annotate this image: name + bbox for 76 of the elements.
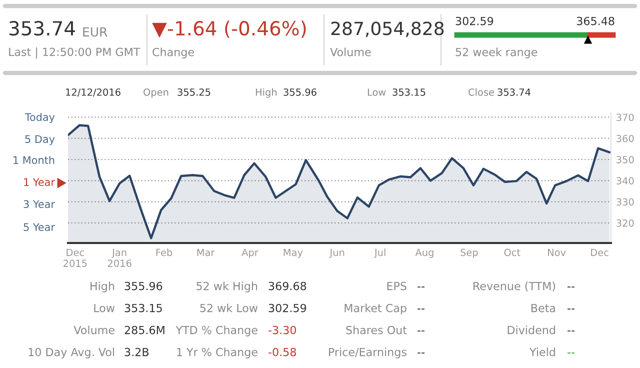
x-tick-label: Jan 2016	[108, 248, 132, 267]
text: Close	[468, 88, 494, 96]
x-tick-label: Oct	[504, 248, 520, 256]
text: 369.68	[268, 282, 306, 290]
text: Shares Out	[346, 326, 407, 334]
text: --	[418, 308, 424, 310]
text: Yield	[530, 348, 555, 356]
text: 52 wk High	[196, 282, 258, 292]
text: 353.74	[498, 88, 530, 96]
text: --	[568, 308, 574, 310]
text: --	[418, 330, 424, 332]
text: --	[418, 352, 424, 354]
text: 365.48	[576, 16, 614, 26]
text: Dividend	[508, 326, 555, 334]
y-tick-label: 340	[616, 177, 634, 184]
y-tick-label: 350	[616, 156, 634, 164]
y-tick-label: 330	[616, 198, 634, 206]
text: YTD % Change	[176, 326, 258, 336]
x-tick-label: Sep	[460, 248, 478, 258]
text: Open	[144, 88, 168, 98]
text: EUR	[83, 27, 108, 37]
text: 3.2B	[124, 348, 149, 356]
text: 355.96	[284, 88, 316, 96]
text: 355.25	[178, 88, 210, 96]
text: 1 Yr % Change	[177, 348, 258, 358]
x-tick-label: Dec 2015	[64, 248, 87, 267]
text: Beta	[531, 304, 555, 312]
y-tick-label: 360	[616, 134, 634, 142]
text: ▼-1.64 (-0.46%)	[152, 20, 306, 38]
text: Volume	[74, 326, 114, 334]
text: 302.59	[456, 16, 494, 26]
text: --	[568, 286, 574, 288]
text: Price/Earnings	[329, 348, 406, 358]
text: 353.15	[124, 304, 162, 312]
text: Change	[152, 48, 194, 58]
x-tick-label: Nov	[548, 248, 566, 256]
y-tick-label: 320	[616, 219, 634, 227]
y-tick-label: 370	[616, 114, 634, 122]
x-tick-label: Feb	[156, 248, 172, 256]
text: High	[256, 88, 277, 98]
x-tick-label: Aug	[415, 248, 434, 258]
text: 353.74	[9, 20, 75, 36]
text: 287,054,828	[331, 22, 444, 38]
text: 285.6M	[124, 326, 164, 334]
text: --	[568, 330, 574, 332]
text: 302.59	[268, 304, 306, 312]
text: Revenue (TTM)	[474, 282, 556, 292]
text: -3.30	[268, 326, 296, 334]
x-tick-label: May	[284, 248, 303, 258]
text: Market Cap	[344, 304, 406, 314]
text: EPS	[387, 282, 406, 290]
text: Last | 12:50:00 PM GMT	[9, 47, 140, 59]
text: High	[90, 282, 114, 292]
text: 5 Year	[24, 223, 55, 232]
text: 52 wk Low	[200, 304, 258, 312]
text: 353.15	[392, 88, 426, 96]
x-tick-label: Jul	[374, 248, 386, 258]
text: 12/12/2016	[66, 88, 120, 97]
text: Today	[24, 112, 55, 124]
text: --	[568, 352, 574, 354]
text: 3 Year	[24, 200, 55, 208]
text: 355.96	[124, 282, 162, 290]
x-tick-label: Dec	[591, 248, 608, 256]
text: -0.58	[268, 348, 296, 356]
x-tick-label: Apr	[242, 248, 258, 258]
text: 5 Day	[25, 135, 55, 146]
text: Low	[368, 88, 386, 96]
x-tick-label: Jun	[329, 248, 344, 258]
text: --	[418, 286, 424, 288]
text: Low	[94, 304, 115, 312]
text: 1 Month	[14, 156, 54, 164]
text: Volume	[330, 48, 371, 56]
text: 1 Year	[24, 178, 55, 186]
x-tick-label: Mar	[197, 248, 215, 256]
text: 52 week range	[456, 48, 538, 58]
text: 10 Day Avg. Vol	[28, 348, 114, 358]
